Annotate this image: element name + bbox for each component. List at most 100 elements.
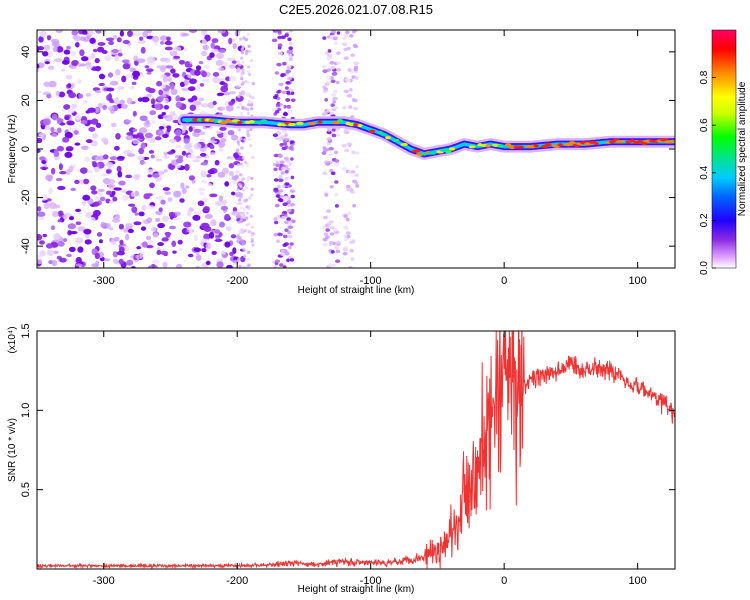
noise-streak-blob [329,232,335,236]
noise-streak-blob [343,89,349,94]
ridge-peak [629,139,636,143]
noise-streak-blob [273,167,278,172]
noise-streak-blob [327,49,332,53]
noise-blob [37,90,43,94]
noise-blob [86,139,93,144]
ridge-peak [376,130,384,135]
noise-blob [198,97,205,102]
noise-blob [242,247,246,251]
noise-blob [222,199,227,205]
noise-blob [86,64,93,70]
noise-blob [151,173,160,178]
noise-blob [99,196,106,202]
noise-blob [65,74,73,80]
noise-blob [95,260,100,268]
noise-blob [209,193,218,198]
noise-streak-blob [351,30,357,34]
noise-streak-blob [341,167,348,171]
noise-streak-blob [343,234,348,239]
noise-blob [119,99,125,105]
noise-blob [126,153,135,157]
noise-blob [148,265,153,268]
noise-blob [69,230,78,235]
noise-streak-blob [287,221,293,225]
noise-streak-blob [274,203,280,208]
noise-blob [241,188,245,192]
noise-blob [170,68,176,74]
noise-streak-blob [333,89,338,94]
noise-blob [155,195,165,200]
noise-blob [51,114,58,121]
noise-blob [80,167,88,174]
noise-blob [37,211,46,217]
noise-streak-blob [284,86,289,90]
noise-blob [200,103,210,108]
noise-blob [127,228,134,234]
noise-blob [212,100,217,106]
noise-streak-blob [330,65,336,70]
noise-streak-blob [324,98,329,102]
noise-blob [111,49,119,54]
noise-blob [65,145,74,152]
noise-streak-blob [275,160,280,164]
noise-blob [113,237,120,242]
noise-blob [203,233,211,240]
noise-blob [100,221,107,228]
noise-streak-blob [330,250,335,254]
noise-blob [169,111,176,116]
noise-blob [41,160,47,165]
colorbar-tick-label: 0.0 [699,261,710,275]
noise-blob [166,36,171,42]
noise-blob [166,151,174,155]
ridge-peak [505,143,512,147]
noise-blob [184,163,190,171]
noise-blob [240,56,244,60]
noise-streak-blob [285,81,291,85]
noise-blob [50,167,56,175]
ridge-peak [637,139,644,143]
noise-blob [160,250,169,255]
noise-blob [87,107,96,113]
noise-blob [43,81,51,87]
ridge-peak [641,141,648,145]
snr-xtick-label: -300 [93,575,115,587]
noise-blob [248,230,253,235]
noise-blob [94,195,101,202]
noise-blob [183,79,189,86]
noise-streak-blob [277,30,282,34]
noise-blob [145,68,154,73]
noise-blob [66,253,72,258]
noise-blob [141,241,148,248]
noise-streak-blob [353,61,359,66]
noise-streak-blob [326,75,332,80]
noise-blob [247,99,251,104]
noise-blob [241,68,245,72]
noise-blob [112,251,118,258]
noise-blob [128,85,136,90]
noise-blob [146,71,152,75]
spectrogram-xtick-label: -200 [226,275,248,287]
noise-blob [39,250,47,257]
noise-streak-blob [287,225,294,229]
noise-blob [201,50,208,57]
noise-streak-blob [335,249,341,254]
noise-streak-blob [332,100,337,104]
noise-blob [193,247,202,252]
noise-streak-blob [271,38,278,43]
noise-streak-blob [342,247,348,252]
noise-streak-blob [280,171,285,175]
noise-streak-blob [346,184,351,189]
noise-blob [122,194,129,201]
noise-blob [118,258,124,265]
noise-blob [71,50,77,57]
ridge-peak [421,152,427,156]
noise-blob [237,182,241,186]
noise-blob [203,65,210,70]
noise-blob [193,128,202,133]
ridge-peak [669,139,675,143]
noise-streak-blob [329,240,335,245]
noise-blob [247,103,251,107]
ridge-peak [516,145,525,149]
noise-streak-blob [284,33,289,37]
noise-blob [108,40,114,46]
